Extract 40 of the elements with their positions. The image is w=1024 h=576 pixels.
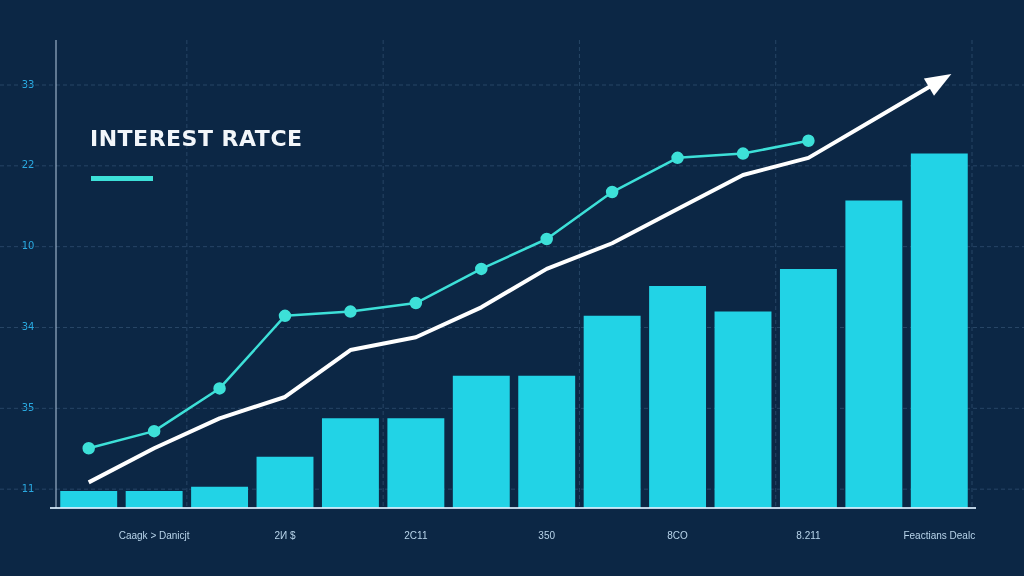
- bar: [779, 268, 837, 508]
- bar: [518, 375, 576, 508]
- bar: [387, 418, 445, 508]
- annotation: 22: [21, 159, 35, 171]
- annotation: 10: [21, 240, 35, 252]
- point: [278, 309, 292, 323]
- point: [344, 305, 357, 318]
- bar: [191, 486, 249, 508]
- point: [409, 296, 423, 310]
- bar: [452, 375, 510, 508]
- annotation: 35: [21, 401, 35, 413]
- x-tick-label: 8.211: [796, 529, 821, 541]
- x-tick-label: 2C11: [404, 529, 428, 541]
- bar: [256, 456, 314, 508]
- annotation: 34: [21, 321, 35, 333]
- point: [147, 424, 161, 438]
- bar: [60, 490, 118, 508]
- bar: [583, 315, 641, 508]
- bar: [321, 418, 379, 508]
- point: [736, 147, 750, 160]
- text: INTEREST RATCE: [90, 126, 303, 151]
- x-tick-label: 2И $: [274, 529, 296, 541]
- bar: [845, 200, 903, 508]
- point: [540, 232, 553, 246]
- bar: [125, 490, 183, 508]
- point: [605, 185, 619, 199]
- point: [802, 134, 815, 148]
- x-tick-label: Caagk > Danicjt: [118, 529, 190, 541]
- x-tick-label: 8CO: [667, 529, 689, 541]
- bar: [714, 311, 772, 508]
- annotation: 33: [21, 78, 35, 90]
- annotation: 11: [21, 482, 35, 494]
- x-tick-label: Feactians Dealc: [903, 529, 976, 541]
- point: [82, 441, 95, 455]
- bar: [910, 153, 968, 508]
- point: [213, 382, 226, 395]
- point: [671, 151, 684, 165]
- bar: [649, 285, 707, 508]
- point: [475, 262, 488, 276]
- x-tick-label: 350: [538, 529, 556, 541]
